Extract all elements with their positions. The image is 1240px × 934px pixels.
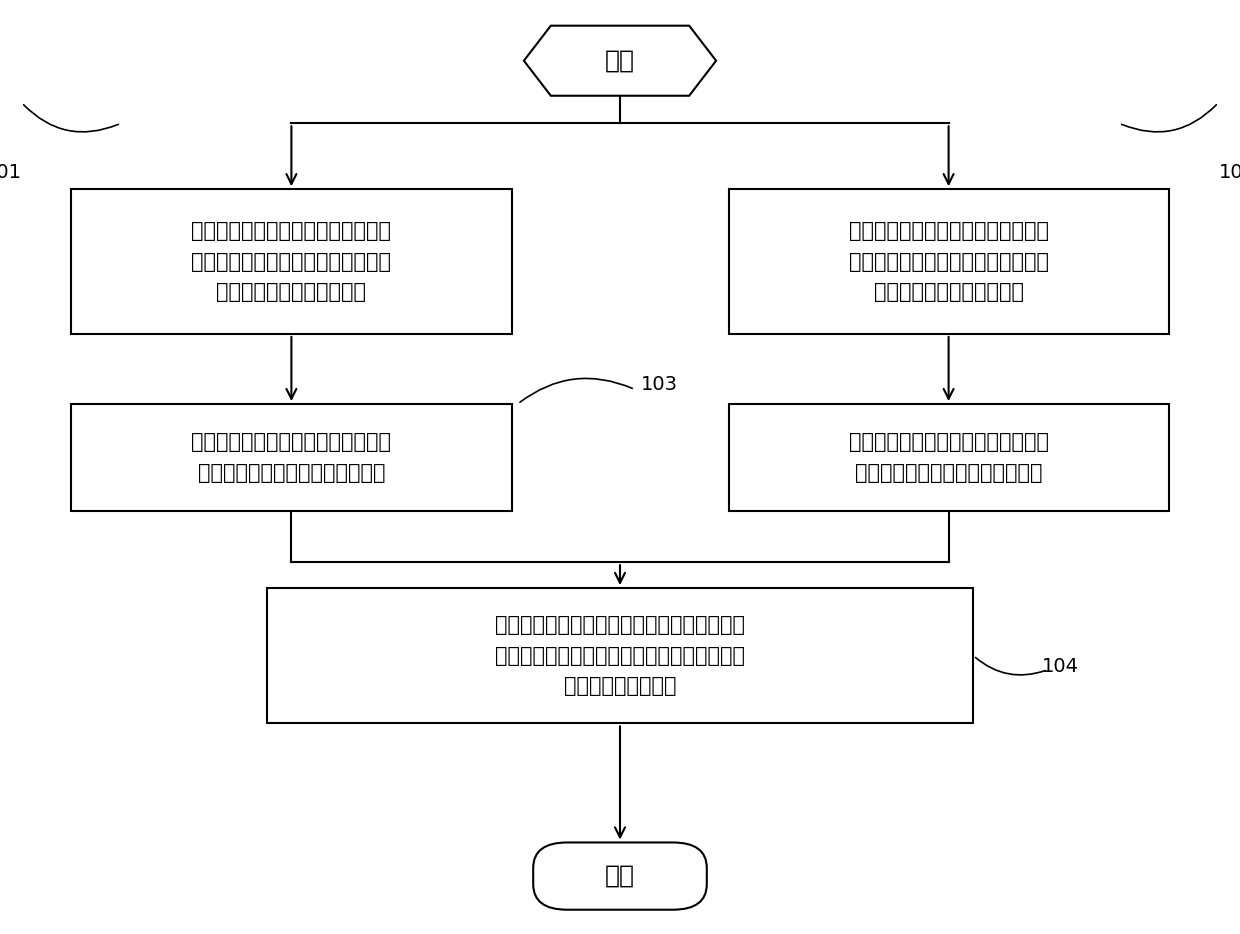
FancyBboxPatch shape [533, 842, 707, 910]
Text: 第二远程网管系统与供电监测终端建
立通信连接，并判断供电监测终端离
线或在线，并生成离线信息: 第二远程网管系统与供电监测终端建 立通信连接，并判断供电监测终端离 线或在线，并… [848, 221, 1049, 302]
FancyBboxPatch shape [729, 403, 1168, 512]
Text: 第一远程网管系统与远端网络设备建
立通信连接，并判断远端网络设备离
线或在线，并生成离线信息: 第一远程网管系统与远端网络设备建 立通信连接，并判断远端网络设备离 线或在线，并… [191, 221, 392, 302]
Text: 103: 103 [641, 375, 678, 394]
Text: 104: 104 [1042, 658, 1079, 676]
Text: 101: 101 [0, 163, 21, 181]
Text: 开始: 开始 [605, 49, 635, 73]
FancyBboxPatch shape [729, 189, 1168, 334]
Text: 结束: 结束 [605, 864, 635, 888]
FancyBboxPatch shape [267, 588, 973, 723]
FancyBboxPatch shape [71, 189, 511, 334]
Text: 102: 102 [1219, 163, 1240, 181]
Text: 第二远程网管系统在生成离线消息后
，实时将离线消息传输给网管终端: 第二远程网管系统在生成离线消息后 ，实时将离线消息传输给网管终端 [848, 432, 1049, 483]
FancyBboxPatch shape [71, 403, 511, 512]
Text: 网管终端根据第一远程网管系统和第二远程网
管系统分别传输的离线信息来判断远端网络设
备是否发生供电故障: 网管终端根据第一远程网管系统和第二远程网 管系统分别传输的离线信息来判断远端网络… [495, 616, 745, 696]
Polygon shape [523, 25, 717, 95]
Text: 第一远程网管系统在生成离线消息后
，实时将离线消息传输给网管终端: 第一远程网管系统在生成离线消息后 ，实时将离线消息传输给网管终端 [191, 432, 392, 483]
